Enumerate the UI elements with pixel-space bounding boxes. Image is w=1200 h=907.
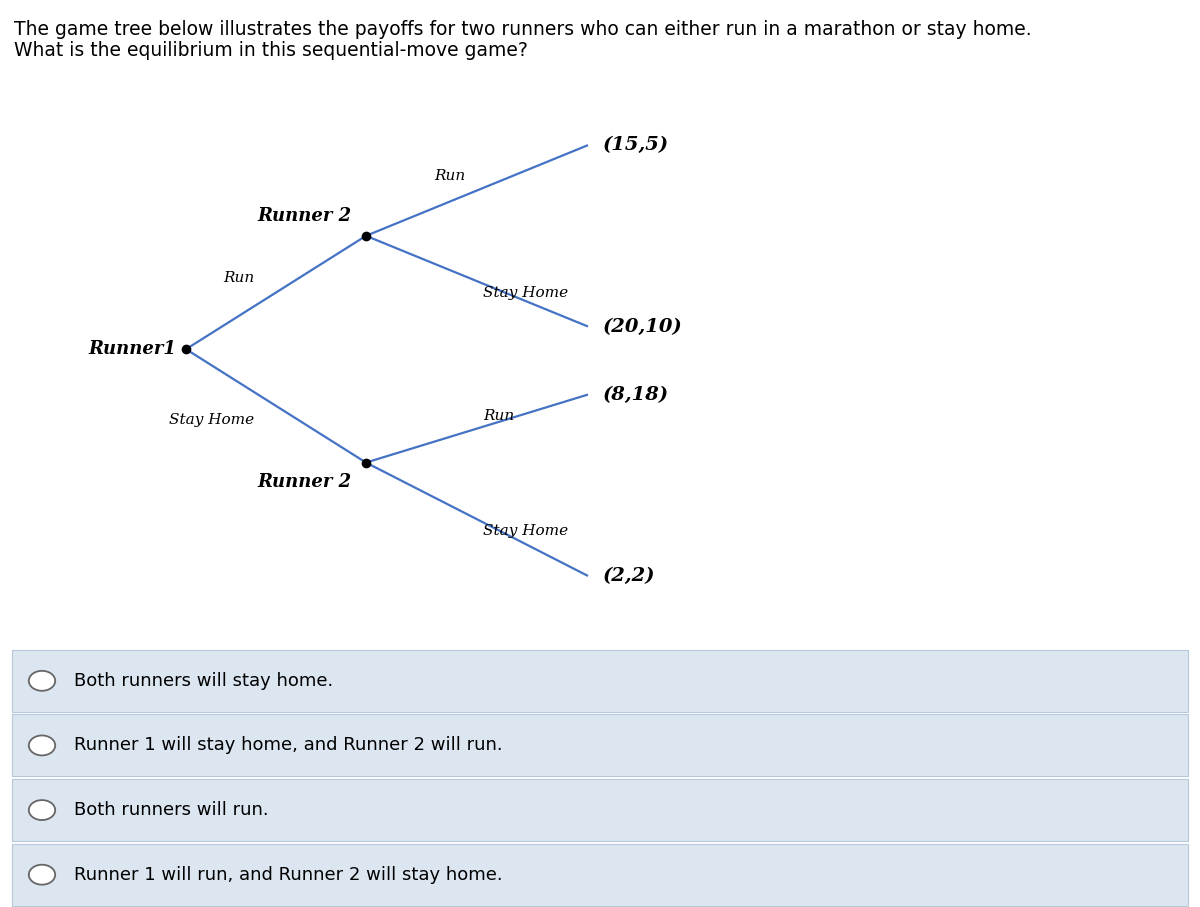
Text: The game tree below illustrates the payoffs for two runners who can either run i: The game tree below illustrates the payo…: [14, 20, 1032, 39]
Text: Stay Home: Stay Home: [169, 414, 254, 427]
Text: (2,2): (2,2): [602, 567, 655, 585]
Circle shape: [29, 864, 55, 884]
FancyBboxPatch shape: [12, 844, 1188, 905]
FancyBboxPatch shape: [12, 649, 1188, 712]
Text: Runner 2: Runner 2: [258, 473, 352, 492]
Text: Runner 2: Runner 2: [258, 207, 352, 225]
Text: Both runners will stay home.: Both runners will stay home.: [74, 672, 334, 690]
Text: Runner 1 will stay home, and Runner 2 will run.: Runner 1 will stay home, and Runner 2 wi…: [74, 736, 503, 755]
Text: (15,5): (15,5): [602, 136, 668, 154]
Circle shape: [29, 736, 55, 756]
FancyBboxPatch shape: [12, 779, 1188, 841]
Circle shape: [29, 800, 55, 820]
Text: Both runners will run.: Both runners will run.: [74, 801, 269, 819]
Text: Stay Home: Stay Home: [482, 524, 568, 538]
Text: (20,10): (20,10): [602, 317, 682, 336]
Text: Runner1: Runner1: [89, 340, 176, 358]
Text: Stay Home: Stay Home: [482, 286, 568, 299]
Text: (8,18): (8,18): [602, 385, 668, 404]
Text: Run: Run: [433, 170, 464, 183]
Text: Runner 1 will run, and Runner 2 will stay home.: Runner 1 will run, and Runner 2 will sta…: [74, 865, 503, 883]
FancyBboxPatch shape: [12, 715, 1188, 776]
Circle shape: [29, 671, 55, 691]
Text: What is the equilibrium in this sequential-move game?: What is the equilibrium in this sequenti…: [14, 41, 528, 60]
Text: Run: Run: [223, 271, 254, 285]
Text: Run: Run: [482, 409, 515, 423]
